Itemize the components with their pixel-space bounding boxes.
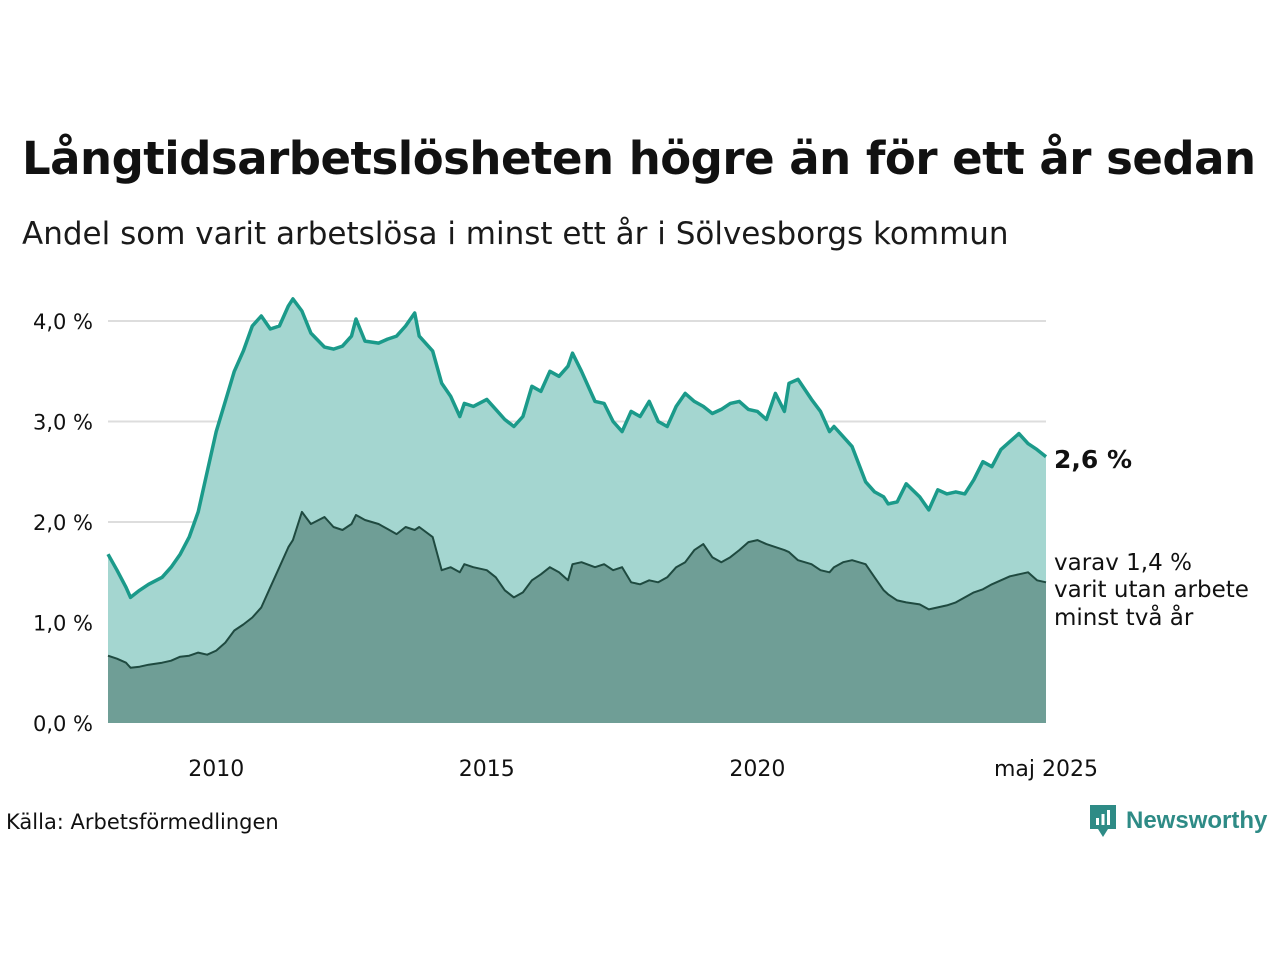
y-tick-label: 2,0 % (33, 511, 93, 535)
x-tick-label: 2010 (188, 757, 244, 782)
y-axis-ticks: 0,0 % 1,0 % 2,0 % 3,0 % 4,0 % (33, 310, 93, 736)
series-main-line (106, 297, 1048, 600)
y-tick-label: 4,0 % (33, 310, 93, 334)
chart-subtitle: Andel som varit arbetslösa i minst ett å… (22, 216, 1009, 252)
end-label-main: 2,6 % (1054, 445, 1132, 474)
newsworthy-icon (1090, 805, 1116, 837)
x-axis-ticks: 2010 2015 2020 maj 2025 (188, 757, 1098, 782)
brand-name: Newsworthy (1126, 807, 1268, 834)
y-tick-label: 0,0 % (33, 712, 93, 736)
x-tick-label: 2015 (459, 757, 515, 782)
y-tick-label: 3,0 % (33, 411, 93, 435)
source-note: Källa: Arbetsförmedlingen (6, 810, 279, 834)
end-label-sub-line-3: minst två år (1054, 603, 1194, 631)
y-tick-label: 1,0 % (33, 612, 93, 636)
end-label-sub-line-1: varav 1,4 % (1054, 550, 1192, 576)
end-label-sub-line-2: varit utan arbete (1054, 577, 1249, 603)
chart-title: Långtidsarbetslösheten högre än för ett … (22, 132, 1256, 185)
x-tick-label: maj 2025 (994, 757, 1098, 782)
brand-logo: Newsworthy (1088, 803, 1267, 839)
x-tick-label: 2020 (729, 757, 785, 782)
series-sub-line (107, 510, 1047, 669)
